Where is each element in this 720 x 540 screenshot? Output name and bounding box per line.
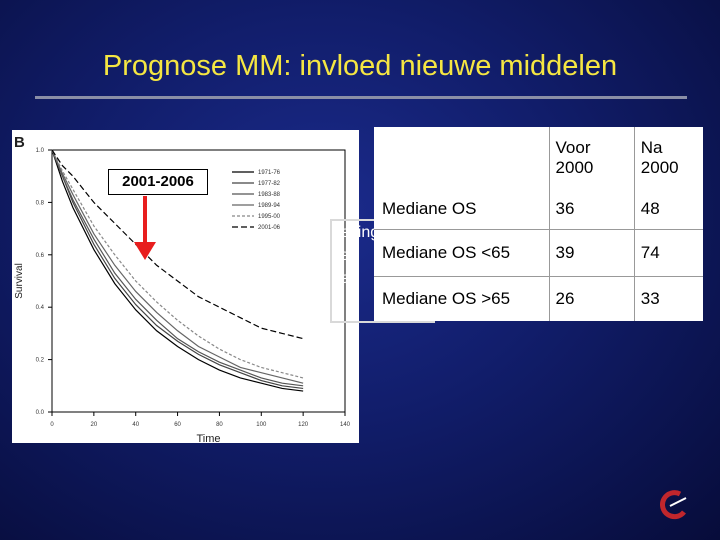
x-tick-label: 100 bbox=[256, 422, 267, 428]
row-label: Mediane OS >65 bbox=[382, 289, 511, 308]
row-voor: 26 bbox=[548, 276, 635, 321]
table-header-cell: Na 2000 bbox=[633, 127, 703, 189]
x-tick-label: 20 bbox=[91, 422, 98, 428]
panel-letter: B bbox=[14, 134, 25, 151]
period-label-box: 2001-2006 bbox=[108, 169, 208, 195]
legend-label: 1983-88 bbox=[258, 192, 281, 198]
x-tick-label: 140 bbox=[340, 422, 351, 428]
table-header-cell: Voor 2000 bbox=[548, 127, 635, 189]
y-tick-label: 0.8 bbox=[36, 200, 45, 206]
overlapped-line: aa bbox=[332, 270, 350, 287]
overlapped-text: rleving ve aa ... bbox=[332, 221, 384, 321]
table-header-cell bbox=[374, 127, 549, 189]
overlapped-line: ... bbox=[332, 293, 346, 310]
header-voor: Voor 2000 bbox=[555, 138, 594, 177]
overlapped-line: ve bbox=[332, 247, 349, 264]
legend-label: 1989-94 bbox=[258, 203, 281, 209]
series-line bbox=[51, 149, 304, 387]
series-line bbox=[51, 149, 304, 384]
series-line bbox=[51, 149, 304, 340]
x-axis-label: Time bbox=[196, 433, 220, 443]
overlapped-line: rleving bbox=[332, 224, 380, 241]
row-label: Mediane OS bbox=[374, 189, 550, 230]
table-row: Mediane OS <65 39 74 bbox=[374, 229, 703, 277]
legend-label: 1977-82 bbox=[258, 181, 281, 187]
row-na: 48 bbox=[633, 189, 703, 230]
row-na: 74 bbox=[633, 229, 703, 277]
y-tick-label: 0.6 bbox=[36, 253, 45, 259]
x-tick-label: 120 bbox=[298, 422, 309, 428]
y-tick-label: 0.0 bbox=[36, 410, 45, 416]
row-na: 33 bbox=[633, 276, 703, 321]
x-tick-label: 40 bbox=[132, 422, 139, 428]
slide-title: Prognose MM: invloed nieuwe middelen bbox=[102, 50, 618, 82]
pointer-arrow-icon bbox=[134, 196, 156, 260]
y-tick-label: 1.0 bbox=[36, 148, 45, 154]
row-voor: 36 bbox=[548, 189, 635, 230]
header-na: Na 2000 bbox=[640, 138, 679, 177]
legend-label: 1995-00 bbox=[258, 214, 281, 220]
table-header-row: Voor 2000 Na 2000 bbox=[374, 127, 703, 189]
survival-chart: 0 20 40 60 80 100 120 140 0.0 0.2 0.4 0.6 0.8 1.0 Time… bbox=[14, 148, 351, 443]
row-voor: 39 bbox=[548, 229, 635, 277]
series-line bbox=[51, 149, 304, 392]
legend-label: 1971-76 bbox=[258, 170, 281, 176]
row-label: Mediane OS <65 bbox=[374, 229, 550, 277]
x-tick-label: 80 bbox=[216, 422, 223, 428]
os-table: Voor 2000 Na 2000 Mediane OS 36 48 Media… bbox=[374, 127, 703, 321]
x-tick-label: 0 bbox=[50, 422, 54, 428]
x-tick-label: 60 bbox=[174, 422, 181, 428]
table-row: Mediane OS 36 48 bbox=[374, 189, 703, 230]
legend-label: 2001-06 bbox=[258, 225, 281, 231]
table-row: Mediane OS >65 26 33 bbox=[374, 276, 703, 321]
y-tick-label: 0.2 bbox=[36, 358, 45, 364]
title-divider bbox=[35, 96, 687, 99]
plot-frame bbox=[51, 149, 346, 413]
y-tick-label: 0.4 bbox=[36, 305, 45, 311]
series-line bbox=[51, 149, 304, 379]
y-axis-label: Survival bbox=[14, 263, 25, 299]
logo-icon bbox=[660, 490, 687, 520]
series-line bbox=[51, 149, 304, 390]
